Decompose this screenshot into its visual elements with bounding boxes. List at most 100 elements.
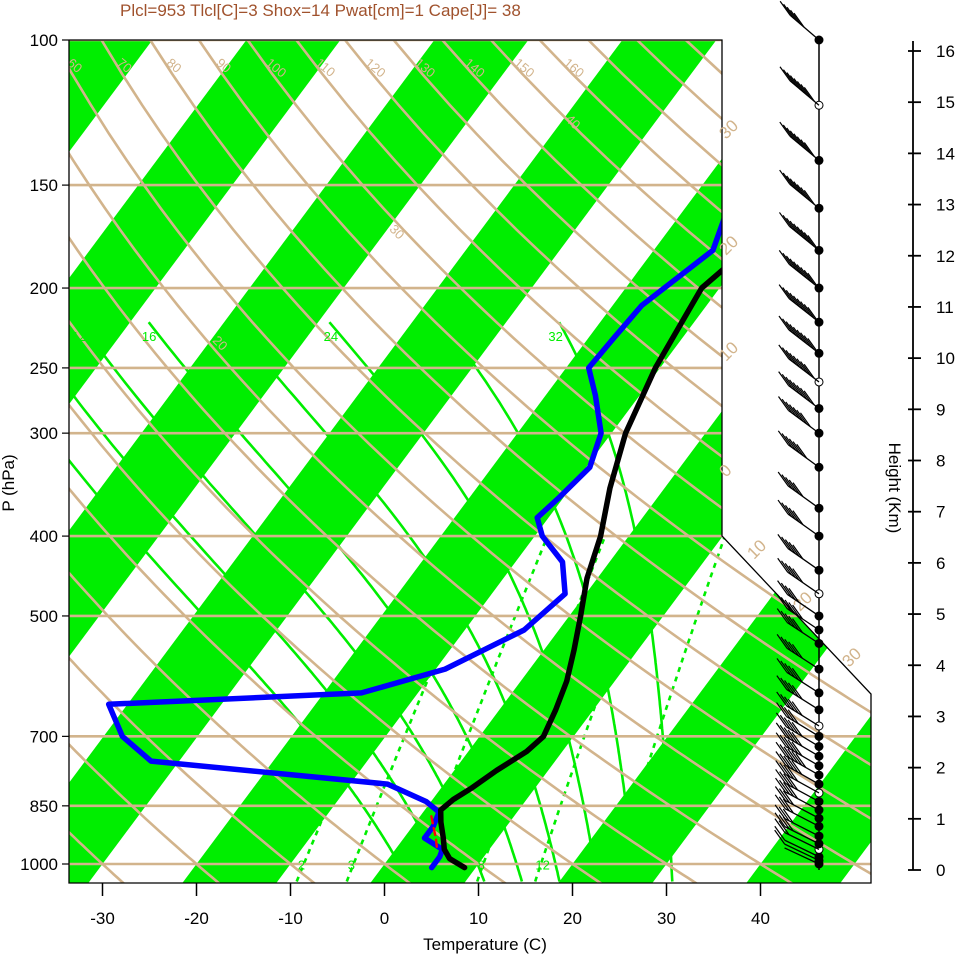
dry-adiabat: [69, 40, 431, 883]
mixing-ratio-line: [610, 535, 727, 882]
wind-barb-feather: [779, 744, 791, 759]
wind-barb-feather: [800, 387, 811, 403]
wind-barb-feather: [781, 347, 793, 362]
wind-barb-feather: [783, 727, 795, 742]
wind-barb-feather: [777, 580, 789, 595]
wind-barb: [786, 671, 820, 694]
plot-border: [68, 39, 872, 884]
wind-barb-feather: [782, 214, 794, 230]
wind-barb-feather: [786, 72, 798, 87]
wind-barb-feather: [796, 298, 808, 314]
wind-barb-feather: [789, 352, 801, 368]
wind-barb-feather: [785, 435, 797, 451]
wind-barb-feather: [785, 476, 797, 492]
height-tick-label: 15: [936, 93, 955, 112]
isopleth-label: 12: [535, 857, 549, 872]
wind-barb-feather: [787, 766, 799, 782]
wind-barb-feather: [788, 602, 800, 617]
height-tick-label: 13: [936, 196, 955, 215]
wind-barb-feather: [784, 613, 796, 628]
wind-barb-feather: [807, 338, 819, 353]
isopleth-label: 3: [348, 857, 355, 872]
wind-barb-feather: [777, 430, 789, 446]
wind-barb-feather: [789, 130, 801, 146]
wind-barb-feather: [788, 665, 799, 681]
x-tick-label: 0: [380, 909, 389, 928]
wind-barb-feather: [792, 568, 804, 583]
isopleth-label: 12: [72, 329, 86, 344]
wind-barb: [784, 832, 820, 850]
wind-barb-feather: [779, 734, 791, 750]
wind-barb-feather: [779, 66, 791, 82]
wind-barb-feather: [776, 594, 788, 610]
wind-barb-feather: [783, 736, 795, 752]
wind-barb-feather: [779, 771, 791, 786]
wind-barb-feather: [793, 78, 805, 93]
wind-barb-feather: [779, 724, 791, 740]
wind-barb-feather: [782, 287, 794, 302]
wind-barb-feather: [780, 560, 792, 576]
wind-barb-feather: [779, 762, 791, 778]
wind-barb-feather: [776, 675, 788, 690]
x-tick-label: 10: [469, 909, 488, 928]
dry-adiabat: [315, 40, 871, 883]
wind-barb-feather: [778, 820, 790, 835]
wind-barb-feather: [791, 721, 803, 737]
wind-barb-feather: [783, 755, 795, 771]
wind-barb-feather: [778, 315, 790, 331]
wind-barb: [788, 358, 820, 383]
wind-barb-feather: [803, 142, 815, 157]
wind-barb-feather: [788, 641, 800, 657]
height-tick-label: 14: [936, 144, 955, 163]
wind-barb: [786, 689, 820, 711]
x-tick-label: 40: [751, 909, 770, 928]
wind-barb: [786, 622, 820, 645]
wind-barb-feather: [787, 729, 799, 745]
wind-barb-feather: [782, 69, 794, 85]
wind-barb-feather: [774, 786, 786, 801]
height-tick-label: 5: [936, 605, 945, 624]
wind-barb: [787, 485, 820, 509]
wind-barb-feather: [793, 133, 805, 149]
wind-barb-feather: [791, 731, 803, 747]
wind-barb-feather: [775, 777, 786, 793]
wind-barb: [788, 329, 820, 354]
wind-barb-feather: [779, 779, 791, 795]
wind-barb-feather: [784, 638, 796, 654]
wind-barb-feather: [775, 741, 787, 757]
wind-barb-feather: [796, 329, 808, 345]
wind-barb-feather: [800, 267, 812, 282]
wind-barb: [789, 80, 820, 106]
wind-barb-feather: [779, 704, 791, 720]
isopleth-label: 24: [324, 329, 338, 344]
wind-barb: [785, 791, 820, 811]
dry-adiabat: [220, 40, 871, 883]
wind-barb-feather: [793, 261, 805, 277]
wind-barb-feather: [788, 615, 800, 631]
wind-barb-feather: [786, 175, 798, 191]
wind-barb-feather: [776, 702, 788, 717]
wind-barb-feather: [791, 667, 803, 683]
y2-axis-label: Height (Km): [885, 443, 904, 534]
wind-barb-feather: [785, 289, 797, 305]
wind-barb-feather: [786, 6, 798, 22]
wind-barb-feather: [784, 663, 796, 678]
wind-barb-feather: [777, 534, 789, 549]
wind-barb-feather: [776, 658, 788, 673]
height-tick-label: 7: [936, 503, 945, 522]
p-tick-label: 500: [30, 607, 58, 626]
wind-barb-feather: [782, 172, 794, 188]
wind-barb-feather: [789, 75, 801, 90]
wind-barb-feather: [784, 539, 796, 554]
moist-adiabat: [78, 321, 486, 882]
wind-barb: [786, 647, 820, 670]
wind-barb: [784, 808, 820, 827]
mixing-ratio-line: [345, 535, 490, 882]
wind-barb-feather: [783, 764, 795, 780]
wind-barb-feather: [789, 379, 801, 395]
height-tick-label: 8: [936, 452, 945, 471]
moist-adiabat: [147, 321, 524, 882]
x-tick-label: -10: [278, 909, 303, 928]
wind-barbs: [774, 0, 824, 870]
wind-barb-feather: [778, 806, 790, 822]
